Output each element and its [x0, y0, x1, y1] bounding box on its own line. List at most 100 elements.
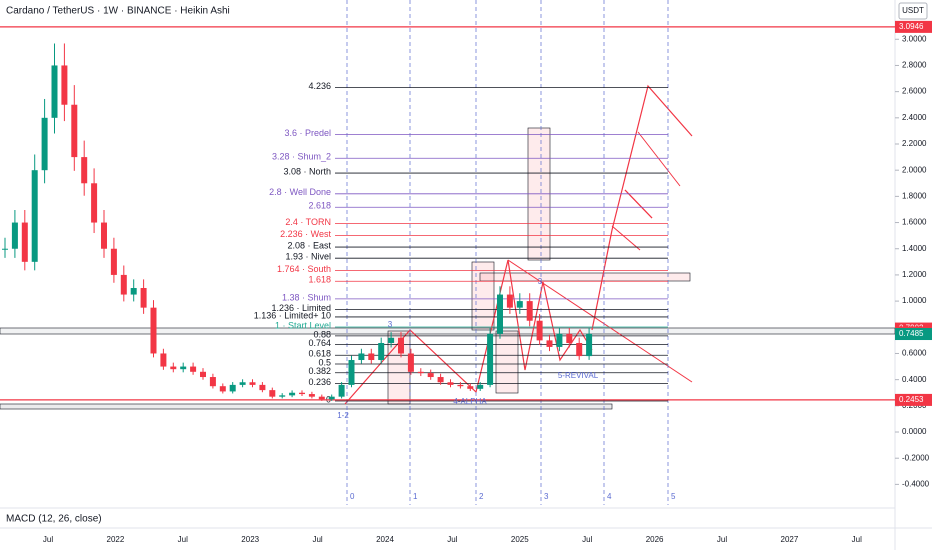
annotation: 3 — [538, 277, 543, 286]
candle-body — [279, 395, 286, 397]
y-tick-label: 2.4000 — [902, 113, 927, 122]
candle-body — [398, 337, 404, 354]
candle-body — [358, 353, 365, 361]
cycle-label: 1 — [413, 492, 418, 501]
y-tick-label: 1.8000 — [902, 191, 927, 200]
candle-body — [2, 248, 8, 250]
fib-label: 0.5 — [318, 357, 331, 367]
candle-body — [586, 333, 593, 357]
price-tag — [895, 328, 932, 341]
y-tick-label: 1.4000 — [902, 244, 927, 253]
y-tick-label: 0.0000 — [902, 427, 927, 436]
candle-body — [526, 301, 533, 321]
price-tag-label: 3.0946 — [899, 22, 924, 31]
currency-box[interactable] — [898, 2, 928, 20]
y-tick-label: 0.4000 — [902, 375, 927, 384]
candle-body — [170, 366, 177, 370]
candle-body — [328, 396, 335, 400]
x-tick-label: Jul — [447, 535, 457, 544]
candle-body — [348, 360, 355, 385]
fib-label: 0.88 — [313, 329, 331, 339]
candle-body — [536, 320, 543, 341]
candle-body — [91, 183, 98, 223]
candle-body — [229, 384, 236, 392]
indicator-label[interactable]: MACD (12, 26, close) — [6, 514, 102, 525]
drawings — [0, 84, 896, 410]
cycle-label: 2 — [479, 492, 484, 501]
cycle-label: 3 — [544, 492, 549, 501]
candle-body — [566, 333, 573, 343]
candle-body — [437, 377, 444, 383]
candle-body — [31, 170, 38, 262]
candle-body — [576, 342, 583, 357]
fib-label: 1 · Start Level — [275, 320, 331, 330]
y-tick-label: 1.6000 — [902, 218, 927, 227]
x-tick-label: Jul — [178, 535, 188, 544]
fib-label: 4.236 — [308, 81, 331, 91]
currency[interactable]: USDT — [902, 6, 924, 15]
box — [495, 330, 519, 394]
candle-body — [497, 294, 503, 334]
candle-body — [308, 394, 315, 397]
candle-body — [417, 371, 424, 374]
x-tick-label: Jul — [312, 535, 322, 544]
x-tick-label: Jul — [852, 535, 862, 544]
candle-body — [318, 396, 325, 400]
annotation: 5-REVIVAL — [558, 371, 599, 380]
candle-body — [457, 384, 464, 387]
wave-path — [344, 259, 593, 405]
cycle-label: 4 — [607, 492, 612, 501]
price-tag-label: 0.2453 — [899, 395, 924, 404]
candle-body — [368, 353, 375, 361]
fib-label: 1.38 · Shum — [282, 292, 331, 302]
candle-body — [467, 386, 474, 389]
cycle-label: 5 — [671, 492, 676, 501]
candle-body — [51, 65, 58, 118]
candle-body — [338, 384, 345, 397]
x-tick-label: Jul — [43, 535, 53, 544]
price-tag — [895, 20, 932, 33]
candle-body — [447, 382, 454, 385]
fib-label: 2.236 · West — [280, 229, 331, 239]
fib-label: 0.618 — [308, 349, 331, 359]
x-tick-label: 2023 — [241, 535, 259, 544]
fib-label: 3.6 · Predel — [284, 128, 331, 138]
fib-label: 2.618 — [308, 201, 331, 211]
candle-body — [299, 392, 305, 395]
y-tick-label: -0.2000 — [902, 453, 930, 462]
candle-body — [11, 222, 18, 249]
fib-label: 3.28 · Shum_2 — [272, 152, 331, 162]
x-tick-label: 2027 — [781, 535, 799, 544]
annotation: 3 — [388, 320, 393, 329]
candle-body — [388, 337, 395, 343]
fib-label: 2.4 · TORN — [285, 217, 331, 227]
y-tick-label: 2.2000 — [902, 139, 927, 148]
x-tick-label: 2026 — [646, 535, 664, 544]
fib-label: 2.8 · Well Done — [269, 187, 331, 197]
candle-body — [61, 65, 68, 105]
y-tick-label: 2.0000 — [902, 165, 927, 174]
y-tick-label: 0.6000 — [902, 349, 927, 358]
candle-body — [110, 248, 117, 275]
fib-label: 1.764 · South — [277, 264, 331, 274]
candle-body — [120, 274, 127, 295]
price-tag — [895, 393, 932, 406]
candle-body — [289, 392, 296, 396]
candle-body — [259, 384, 266, 391]
fib-label: 1.236 · Limited — [271, 303, 331, 313]
fib-label: 2.08 · East — [287, 240, 331, 250]
box — [0, 403, 613, 410]
fib-label: 1.618 — [308, 275, 331, 285]
x-tick-label: 2025 — [511, 535, 529, 544]
x-tick-label: 2022 — [107, 535, 125, 544]
candle-body — [209, 377, 216, 387]
candle-body — [180, 366, 187, 370]
symbol-title[interactable]: Cardano / TetherUS · 1W · BINANCE · Heik… — [6, 6, 230, 17]
candle-body — [190, 366, 197, 372]
candle-body — [477, 384, 484, 389]
fib-label: 0.764 — [308, 338, 331, 348]
candle-body — [269, 390, 276, 397]
candle-body — [219, 386, 226, 392]
